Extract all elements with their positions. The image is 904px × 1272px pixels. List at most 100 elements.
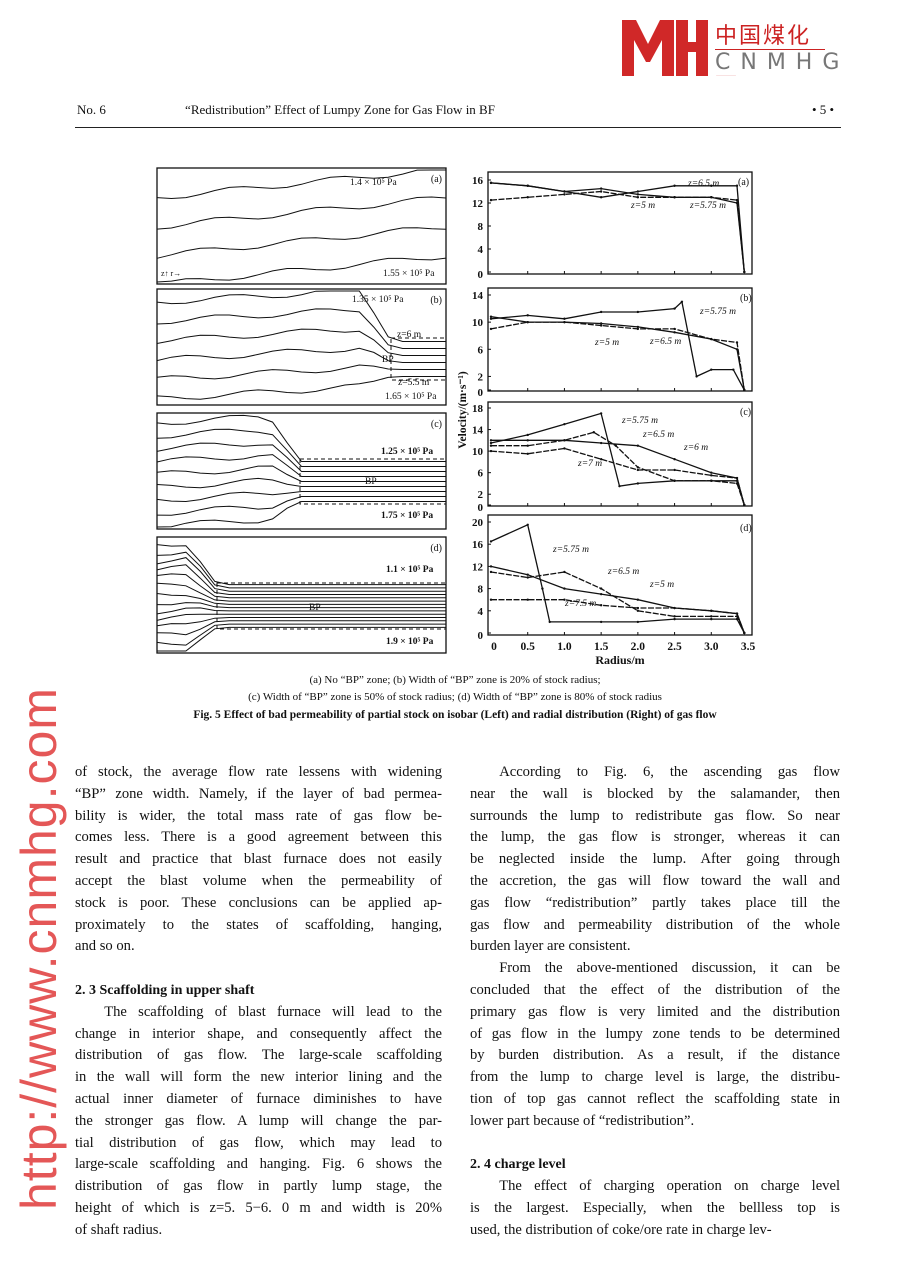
y-tick-label: 0 xyxy=(478,630,484,642)
paragraph-line: comes less. There is a good agreement be… xyxy=(75,829,442,846)
isobar-line xyxy=(156,454,446,477)
data-point xyxy=(710,471,713,474)
data-point xyxy=(489,198,493,202)
paragraph-line: tion of top gas cannot reflect the scaff… xyxy=(470,1090,840,1107)
paragraph-line: gas flow and permeability distribution o… xyxy=(470,916,840,933)
isobar-line xyxy=(156,257,447,283)
isobar-line xyxy=(156,564,446,595)
isobar-label: 1.35 × 10⁵ Pa xyxy=(352,295,404,305)
y-tick-label: 2 xyxy=(478,371,484,383)
panel-tag: (c) xyxy=(740,407,751,418)
data-point xyxy=(599,322,603,325)
isobar-line xyxy=(156,557,446,592)
panel-tag: (a) xyxy=(431,174,442,185)
y-tick-label: 14 xyxy=(472,425,484,437)
paragraph-line: height of which is z=5. 5−6. 0 m and wid… xyxy=(75,1199,442,1216)
x-tick-label: 3.5 xyxy=(741,641,756,653)
right-column: According to Fig. 6, the ascending gas f… xyxy=(470,762,840,1242)
paragraph-line: bility is wider, the total mass rate of … xyxy=(75,807,442,824)
series-label: z=6.5 m xyxy=(642,430,674,440)
isobar-line xyxy=(156,196,447,230)
y-tick-label: 4 xyxy=(478,244,484,256)
isobar-label: 1.65 × 10⁵ Pa xyxy=(385,392,437,402)
x-tick-label: 2.0 xyxy=(631,641,646,653)
data-point xyxy=(526,444,529,447)
isobar-line xyxy=(156,428,446,467)
isobar-label: 1.25 × 10⁵ Pa xyxy=(381,447,433,457)
series-line-z575m xyxy=(490,523,745,634)
isobar-label: 1.4 × 10⁵ Pa xyxy=(350,178,397,188)
data-point xyxy=(636,620,640,624)
panel-tag: (c) xyxy=(431,419,442,430)
section-heading: 2. 3 Scaffolding in upper shaft xyxy=(75,982,255,998)
data-point xyxy=(680,300,684,303)
data-point xyxy=(735,348,739,351)
data-point xyxy=(735,476,739,480)
paragraph-line: the stronger gas flow. A lump will chang… xyxy=(75,1112,442,1129)
paragraph-line: from the lump to charge level is large, … xyxy=(470,1069,840,1086)
x-tick-label: 0 xyxy=(491,641,497,653)
data-point xyxy=(563,587,566,590)
velocity-panel-frame xyxy=(487,287,753,392)
data-point xyxy=(548,620,551,624)
data-point xyxy=(614,444,618,447)
blank-line xyxy=(470,1133,840,1155)
data-point xyxy=(526,314,529,317)
data-point xyxy=(618,484,621,488)
data-point xyxy=(526,573,529,576)
header-rule xyxy=(75,127,841,128)
velocity-panel-frame xyxy=(487,514,753,636)
data-point xyxy=(673,327,676,331)
isobar-line xyxy=(156,308,446,349)
data-point xyxy=(735,198,739,202)
y-tick-label: 14 xyxy=(472,290,484,302)
isobar-line xyxy=(156,364,446,380)
data-point xyxy=(599,457,603,461)
paragraph-line: used, the distribution of coke/ore rate … xyxy=(470,1221,772,1238)
data-point xyxy=(636,609,640,612)
paragraph-line: primary gas flow is very limited and the… xyxy=(470,1003,840,1020)
paragraph-line: distribution of gas flow. The large-scal… xyxy=(75,1047,442,1064)
data-point xyxy=(743,631,746,635)
data-point xyxy=(526,452,529,456)
isobar-line xyxy=(156,593,446,605)
data-point xyxy=(599,441,603,445)
isobar-line xyxy=(157,626,446,652)
data-point xyxy=(599,190,603,193)
paragraph-line: by burden distribution. As a result, if … xyxy=(470,1047,840,1064)
data-point xyxy=(735,612,739,615)
data-point xyxy=(489,570,493,574)
series-label: z=5 m xyxy=(594,338,619,348)
paragraph-line: lower part because of “redistribution”. xyxy=(470,1112,695,1129)
data-point xyxy=(695,375,698,378)
isobar-line xyxy=(156,623,446,646)
data-point xyxy=(599,412,603,415)
data-point xyxy=(526,184,529,187)
paragraph-line: of shaft radius. xyxy=(75,1221,163,1238)
isobar-line xyxy=(156,613,446,621)
panel-tag: (d) xyxy=(430,543,442,554)
paragraph-line: stock is poor. These conclusions can be … xyxy=(75,894,442,911)
isobar-line xyxy=(156,442,446,472)
paragraph-line: surrounds the lump to redistribute gas f… xyxy=(470,807,840,824)
paragraph-line: of stock, the average flow rate lessens … xyxy=(75,764,442,780)
isobar-line xyxy=(156,347,446,363)
isobar-label: BP xyxy=(309,603,321,613)
cnmhg-logo: 中国煤化工 CNMHG xyxy=(620,18,850,81)
isobar-label: 1.1 × 10⁵ Pa xyxy=(386,565,434,575)
x-tick-label: 1.0 xyxy=(557,641,572,653)
data-point xyxy=(563,439,566,442)
series-label: z=6.5 m xyxy=(687,179,719,189)
paragraph-line: in the wall will form the new interior l… xyxy=(75,1069,442,1086)
isobar-line xyxy=(156,227,447,259)
data-point xyxy=(636,444,640,447)
data-point xyxy=(636,606,640,610)
isobar-line xyxy=(156,617,446,627)
isobar-line xyxy=(156,414,446,462)
paragraph-line: the accretion, the gas will flow toward … xyxy=(470,872,840,889)
data-point xyxy=(489,315,493,318)
data-point xyxy=(636,193,640,196)
series-line-z575m xyxy=(490,182,745,273)
series-label: z=6.5 m xyxy=(649,337,681,347)
x-tick-label: 0.5 xyxy=(521,641,536,653)
